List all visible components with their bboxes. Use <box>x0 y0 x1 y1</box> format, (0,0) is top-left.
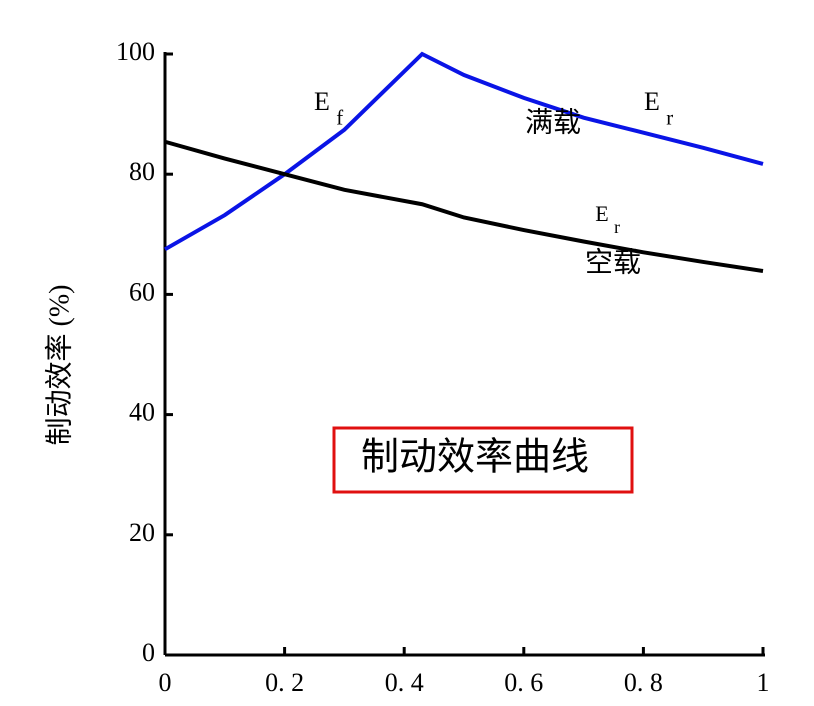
x-tick-label: 0. 2 <box>265 668 304 697</box>
y-tick-label: 0 <box>142 638 155 667</box>
y-tick-label: 20 <box>129 518 155 547</box>
y-axis-label: 制动效率 (%) <box>43 285 75 446</box>
series-line <box>164 51 764 252</box>
x-tick-label: 1 <box>757 668 770 697</box>
annotation-text: E <box>644 87 660 116</box>
annotation-sub: r <box>614 217 620 237</box>
annotation-sub: f <box>336 106 343 129</box>
series-label: 空载 <box>585 246 641 278</box>
box-label: 制动效率曲线 <box>361 437 589 479</box>
series-line <box>164 139 764 273</box>
x-tick-label: 0. 6 <box>504 668 543 697</box>
series-label: 满载 <box>525 106 581 138</box>
y-tick-label: 80 <box>129 157 155 186</box>
x-tick-label: 0. 4 <box>385 668 424 697</box>
label-box <box>332 426 634 494</box>
annotation-text: E <box>314 87 330 116</box>
x-tick-label: 0 <box>159 668 172 697</box>
y-tick-label: 100 <box>116 37 155 66</box>
annotation: Er <box>644 87 673 129</box>
y-tick-label: 40 <box>129 398 155 427</box>
annotation-sub: r <box>666 106 673 129</box>
x-tick-label: 0. 8 <box>624 668 663 697</box>
annotation-text: E <box>595 201 608 226</box>
annotation: Ef <box>314 87 343 129</box>
annotation: Er <box>595 201 620 237</box>
y-tick-label: 60 <box>129 277 155 306</box>
